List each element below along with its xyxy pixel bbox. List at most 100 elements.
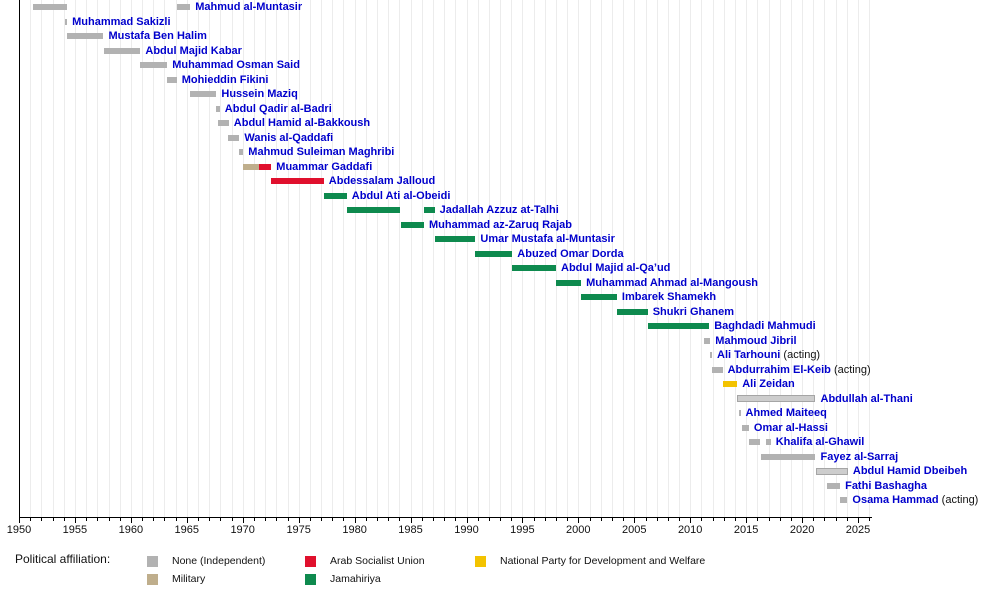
person-name[interactable]: Abdul Hamid Dbeibeh (852, 465, 968, 478)
person-label[interactable]: Muhammad az-Zaruq Rajab (429, 218, 572, 232)
person-label[interactable]: Abdurrahim El-Keib (acting) (728, 363, 871, 377)
axis-tick-label: 2015 (733, 524, 759, 536)
year-gridline (813, 0, 815, 517)
person-name[interactable]: Fathi Bashagha (845, 479, 927, 492)
person-name[interactable]: Abdul Ati al-Obeidi (351, 189, 451, 202)
person-label[interactable]: Omar al-Hassi (754, 421, 828, 435)
person-name[interactable]: Muhammad Sakizli (72, 15, 171, 28)
acting-suffix: (acting) (830, 363, 871, 376)
axis-tick (768, 518, 770, 521)
person-name[interactable]: Omar al-Hassi (753, 421, 828, 434)
axis-tick (343, 518, 345, 521)
person-label[interactable]: Imbarek Shamekh (622, 290, 716, 304)
year-gridline (802, 0, 804, 517)
axis-tick (186, 518, 188, 523)
person-label[interactable]: Abdul Qadir al-Badri (225, 102, 332, 116)
year-gridline (746, 0, 748, 517)
year-gridline (500, 0, 501, 517)
person-label[interactable]: Mahmud al-Muntasir (195, 0, 302, 14)
person-name[interactable]: Abdul Hamid al-Bakkoush (233, 117, 371, 130)
axis-tick (578, 518, 580, 523)
person-name[interactable]: Fayez al-Sarraj (820, 450, 899, 463)
year-gridline (600, 0, 602, 517)
person-name[interactable]: Muhammad Ahmad al-Mangoush (586, 276, 759, 289)
axis-tick (835, 518, 837, 521)
person-name[interactable]: Imbarek Shamekh (621, 291, 717, 304)
person-name[interactable]: Abdul Majid Kabar (145, 44, 242, 57)
person-label[interactable]: Ali Zeidan (742, 377, 795, 391)
year-gridline (41, 0, 43, 517)
year-gridline (377, 0, 378, 517)
person-label[interactable]: Abdul Majid Kabar (145, 44, 242, 58)
person-name[interactable]: Muhammad Osman Said (172, 59, 300, 72)
person-label[interactable]: Mahmud Suleiman Maghribi (248, 145, 394, 159)
axis-tick (567, 518, 569, 521)
person-label[interactable]: Abdessalam Jalloud (329, 174, 435, 188)
person-label[interactable]: Mohieddin Fikini (182, 73, 269, 87)
person-name[interactable]: Mahmoud Jibril (715, 334, 797, 347)
person-label[interactable]: Abdul Hamid al-Bakkoush (234, 116, 370, 130)
person-name[interactable]: Abdul Majid al-Qa’ud (561, 262, 671, 275)
acting-suffix: (acting) (938, 494, 979, 507)
person-name[interactable]: Khalifa al-Ghawil (775, 436, 865, 449)
person-name[interactable]: Umar Mustafa al-Muntasir (480, 233, 615, 246)
person-label[interactable]: Abdul Hamid Dbeibeh (853, 464, 967, 478)
person-name[interactable]: Baghdadi Mahmudi (714, 320, 816, 333)
person-label[interactable]: Ali Tarhouni (acting) (717, 348, 820, 362)
term-bar (826, 482, 841, 489)
person-label[interactable]: Baghdadi Mahmudi (714, 319, 815, 333)
person-label[interactable]: Umar Mustafa al-Muntasir (480, 232, 614, 246)
axis-tick (444, 518, 446, 521)
person-name[interactable]: Wanis al-Qaddafi (244, 131, 334, 144)
axis-tick (231, 518, 233, 521)
year-gridline (757, 0, 759, 517)
person-label[interactable]: Osama Hammad (acting) (852, 493, 978, 507)
person-label[interactable]: Abuzed Omar Dorda (517, 247, 623, 261)
person-name[interactable]: Ali Zeidan (742, 378, 795, 391)
person-label[interactable]: Shukri Ghanem (653, 305, 734, 319)
person-name[interactable]: Osama Hammad (852, 494, 939, 507)
axis-tick (679, 518, 680, 521)
person-name[interactable]: Hussein Maziq (221, 88, 298, 101)
person-label[interactable]: Abdullah al-Thani (821, 392, 913, 406)
person-name[interactable]: Shukri Ghanem (652, 305, 734, 318)
year-gridline (365, 0, 367, 517)
axis-tick-label: 1975 (286, 524, 311, 536)
person-name[interactable]: Mohieddin Fikini (181, 73, 269, 86)
legend-swatch-jamahiriya (305, 574, 316, 585)
person-label[interactable]: Abdul Ati al-Obeidi (352, 189, 451, 203)
person-name[interactable]: Muhammad az-Zaruq Rajab (429, 218, 573, 231)
person-name[interactable]: Ahmed Maiteeq (745, 407, 827, 420)
person-label[interactable]: Khalifa al-Ghawil (776, 435, 865, 449)
person-label[interactable]: Muhammad Ahmad al-Mangoush (586, 276, 758, 290)
person-label[interactable]: Mustafa Ben Halim (109, 29, 207, 43)
person-label[interactable]: Fayez al-Sarraj (821, 450, 899, 464)
person-label[interactable]: Abdul Majid al-Qa’ud (561, 261, 670, 275)
person-label[interactable]: Hussein Maziq (221, 87, 297, 101)
person-label[interactable]: Muhammad Osman Said (172, 58, 300, 72)
person-name[interactable]: Mahmud Suleiman Maghribi (248, 146, 395, 159)
person-name[interactable]: Jadallah Azzuz at-Talhi (439, 204, 559, 217)
axis-tick-label: 1980 (342, 524, 367, 536)
person-label[interactable]: Jadallah Azzuz at-Talhi (440, 203, 559, 217)
person-name[interactable]: Abdurrahim El-Keib (727, 363, 831, 376)
person-name[interactable]: Ali Tarhouni (717, 349, 781, 362)
person-name[interactable]: Mahmud al-Muntasir (195, 1, 303, 14)
person-name[interactable]: Muammar Gaddafi (276, 160, 373, 173)
axis-tick (634, 518, 636, 523)
person-label[interactable]: Muammar Gaddafi (276, 160, 372, 174)
person-label[interactable]: Muhammad Sakizli (72, 15, 170, 29)
year-gridline (343, 0, 345, 517)
person-label[interactable]: Wanis al-Qaddafi (244, 131, 333, 145)
person-name[interactable]: Mustafa Ben Halim (108, 30, 207, 43)
axis-tick (142, 518, 144, 521)
year-gridline (253, 0, 255, 517)
person-label[interactable]: Ahmed Maiteeq (746, 406, 827, 420)
year-gridline (164, 0, 166, 517)
person-label[interactable]: Mahmoud Jibril (715, 334, 796, 348)
person-label[interactable]: Fathi Bashagha (845, 479, 927, 493)
person-name[interactable]: Abdessalam Jalloud (328, 175, 436, 188)
person-name[interactable]: Abdul Qadir al-Badri (224, 102, 332, 115)
person-name[interactable]: Abdullah al-Thani (820, 392, 913, 405)
person-name[interactable]: Abuzed Omar Dorda (517, 247, 624, 260)
